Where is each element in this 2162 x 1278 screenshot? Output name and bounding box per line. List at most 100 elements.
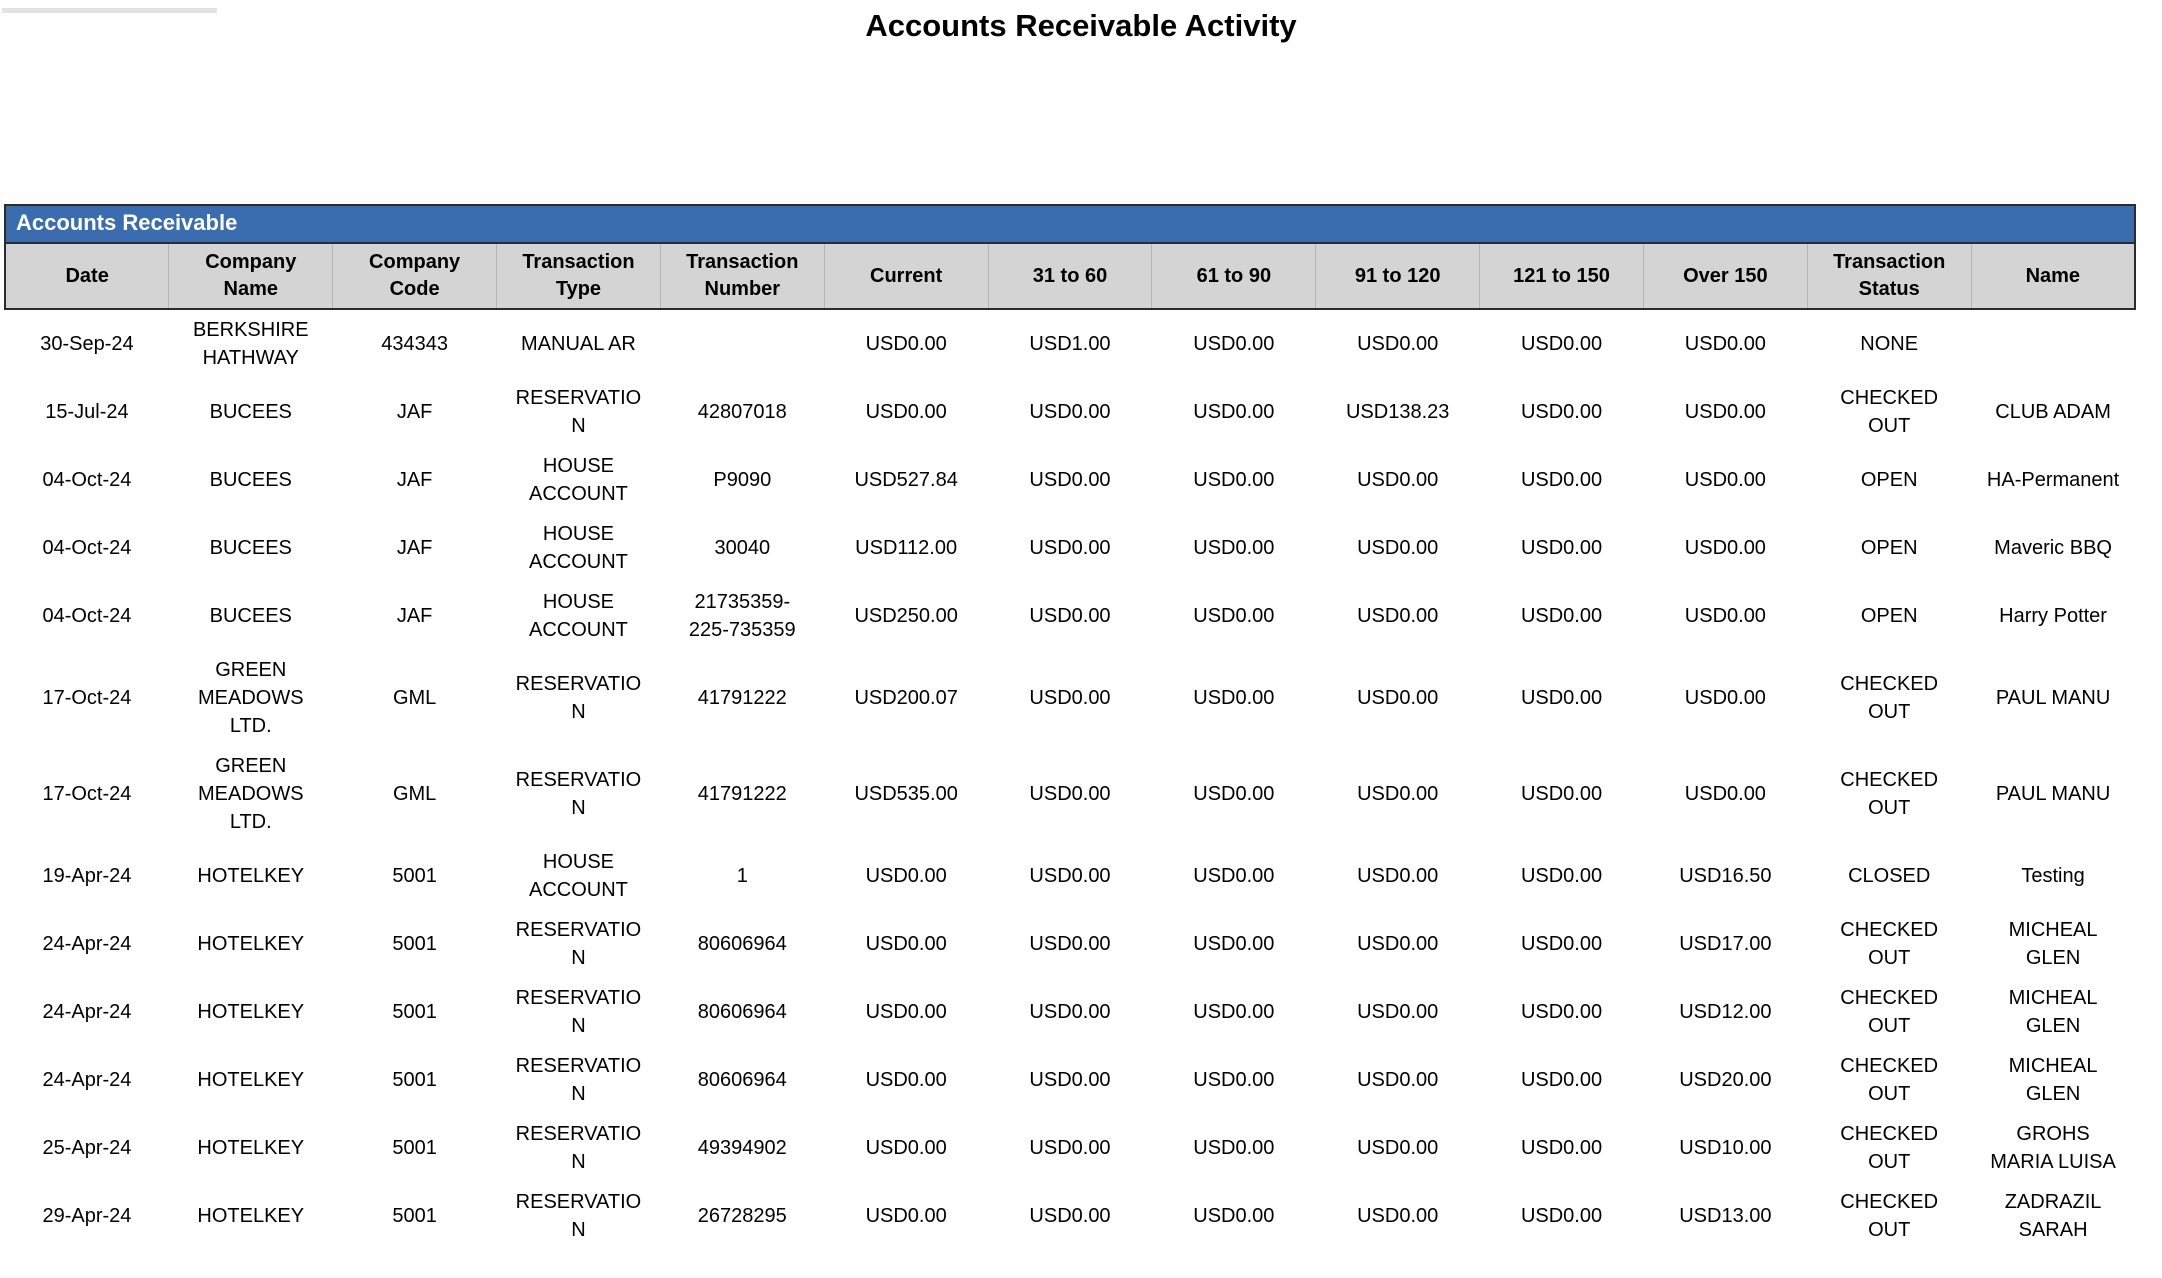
cell-over-150: USD0.00 <box>1684 469 1766 491</box>
cell-transaction-type: RESERVATIO N <box>515 1191 642 1241</box>
cell-91-to-120: USD0.00 <box>1357 469 1439 491</box>
cell-over-150: USD13.00 <box>1679 1205 1772 1227</box>
cell-name: HA-Permanent <box>1986 469 2120 491</box>
cell-date: 19-Apr-24 <box>42 865 132 887</box>
column-header-31-to-60: 31 to 60 <box>987 243 1152 310</box>
cell-transaction-number: 49394902 <box>697 1137 787 1159</box>
cell-transaction-type: HOUSE ACCOUNT <box>529 851 628 901</box>
table-row: 30-Sep-24 BERKSHIRE HATHWAY 434343 MANUAL A… <box>5 309 2135 378</box>
cell-company-code: 5001 <box>392 933 437 955</box>
cell-121-to-150: USD0.00 <box>1520 1001 1603 1023</box>
cell-company-name: HOTELKEY <box>197 933 305 955</box>
cell-transaction-type: HOUSE ACCOUNT <box>529 523 628 573</box>
cell-company-name: HOTELKEY <box>197 1137 305 1159</box>
cell-transaction-number: 21735359- 225-735359 <box>688 591 796 641</box>
cell-current: USD0.00 <box>865 1069 947 1091</box>
cell-91-to-120: USD0.00 <box>1357 933 1439 955</box>
cell-company-code: 5001 <box>392 865 437 887</box>
cell-over-150: USD0.00 <box>1684 401 1766 423</box>
table-row: 29-Apr-24 HOTELKEY 5001 RESERVATIO N 2672829… <box>5 1182 2135 1250</box>
cell-company-name: GREEN MEADOWS LTD. <box>197 755 304 833</box>
cell-over-150: USD0.00 <box>1684 783 1766 805</box>
cell-31-to-60: USD0.00 <box>1029 865 1111 887</box>
cell-over-150: USD0.00 <box>1684 687 1766 709</box>
cell-name: ZADRAZIL SARAH <box>2004 1191 2102 1241</box>
cell-transaction-type: MANUAL AR <box>521 333 636 355</box>
cell-transaction-number: P9090 <box>713 469 772 491</box>
cell-31-to-60: USD1.00 <box>1029 333 1111 355</box>
column-header-row: Date Company Name Company Code Transaction … <box>4 243 2136 310</box>
cell-91-to-120: USD0.00 <box>1357 333 1439 355</box>
cell-current: USD200.07 <box>854 687 958 709</box>
cell-company-name: BUCEES <box>209 469 292 491</box>
cell-over-150: USD17.00 <box>1679 933 1772 955</box>
cell-date: 29-Apr-24 <box>42 1205 132 1227</box>
cell-company-code: JAF <box>396 401 433 423</box>
cell-date: 25-Apr-24 <box>42 1137 132 1159</box>
cell-company-code: 434343 <box>381 333 448 355</box>
cell-61-to-90: USD0.00 <box>1193 783 1275 805</box>
cell-121-to-150: USD0.00 <box>1520 783 1603 805</box>
cell-transaction-type: RESERVATIO N <box>515 673 642 723</box>
column-header-61-to-90: 61 to 90 <box>1151 243 1316 310</box>
cell-91-to-120: USD0.00 <box>1357 865 1439 887</box>
cell-31-to-60: USD0.00 <box>1029 469 1111 491</box>
cell-company-name: HOTELKEY <box>197 1205 305 1227</box>
cell-61-to-90: USD0.00 <box>1193 1069 1275 1091</box>
section-title: Accounts Receivable <box>4 204 2136 244</box>
table-row: 04-Oct-24 BUCEES JAF HOUSE ACCOUNT 30040 USD1… <box>5 514 2135 582</box>
cell-transaction-status: CHECKED OUT <box>1840 1055 1939 1105</box>
cell-61-to-90: USD0.00 <box>1193 605 1275 627</box>
table-body: 30-Sep-24 BERKSHIRE HATHWAY 434343 MANUAL A… <box>5 309 2135 1250</box>
cell-name: PAUL MANU <box>1995 687 2111 709</box>
page-title: Accounts Receivable Activity <box>865 8 1297 43</box>
cell-61-to-90: USD0.00 <box>1193 401 1275 423</box>
cell-transaction-status: CHECKED OUT <box>1840 387 1939 437</box>
section-header-row: Accounts Receivable <box>4 204 2136 244</box>
cell-transaction-status: CHECKED OUT <box>1840 1123 1939 1173</box>
table-row: 04-Oct-24 BUCEES JAF HOUSE ACCOUNT P9090 USD5… <box>5 446 2135 514</box>
cell-company-code: 5001 <box>392 1137 437 1159</box>
cell-31-to-60: USD0.00 <box>1029 783 1111 805</box>
cell-121-to-150: USD0.00 <box>1520 687 1603 709</box>
cell-91-to-120: USD138.23 <box>1345 401 1450 423</box>
cell-31-to-60: USD0.00 <box>1029 537 1111 559</box>
cell-date: 17-Oct-24 <box>42 687 132 709</box>
cell-transaction-type: RESERVATIO N <box>515 1055 642 1105</box>
top-left-gray-bar <box>2 8 217 13</box>
table-row: 17-Oct-24 GREEN MEADOWS LTD. GML RESERVATIO… <box>5 650 2135 746</box>
column-header-name: Name <box>1970 243 2136 310</box>
cell-company-name: BUCEES <box>209 537 292 559</box>
cell-121-to-150: USD0.00 <box>1520 1069 1603 1091</box>
cell-current: USD0.00 <box>865 401 947 423</box>
cell-date: 30-Sep-24 <box>40 333 134 355</box>
column-header-transaction-status: Transaction Status <box>1806 243 1972 310</box>
column-header-company-code: Company Code <box>332 243 497 310</box>
cell-current: USD0.00 <box>865 865 947 887</box>
cell-company-code: 5001 <box>392 1001 437 1023</box>
cell-transaction-type: RESERVATIO N <box>515 387 642 437</box>
cell-name: Harry Potter <box>1999 605 2107 627</box>
cell-91-to-120: USD0.00 <box>1357 783 1439 805</box>
cell-transaction-number: 80606964 <box>697 1069 787 1091</box>
cell-31-to-60: USD0.00 <box>1029 933 1111 955</box>
cell-date: 17-Oct-24 <box>42 783 132 805</box>
cell-121-to-150: USD0.00 <box>1520 1205 1603 1227</box>
cell-121-to-150: USD0.00 <box>1520 1137 1603 1159</box>
cell-company-name: BUCEES <box>209 605 292 627</box>
cell-121-to-150: USD0.00 <box>1520 469 1603 491</box>
cell-name: Maveric BBQ <box>1994 537 2112 559</box>
cell-transaction-status: NONE <box>1860 333 1919 355</box>
cell-name: PAUL MANU <box>1995 783 2111 805</box>
cell-91-to-120: USD0.00 <box>1357 1001 1439 1023</box>
table-row: 19-Apr-24 HOTELKEY 5001 HOUSE ACCOUNT 1 USD0.… <box>5 842 2135 910</box>
table-row: 24-Apr-24 HOTELKEY 5001 RESERVATIO N 8060696… <box>5 1046 2135 1114</box>
cell-91-to-120: USD0.00 <box>1357 1137 1439 1159</box>
cell-91-to-120: USD0.00 <box>1357 687 1439 709</box>
cell-company-name: HOTELKEY <box>197 1001 305 1023</box>
cell-name <box>1971 309 2135 378</box>
cell-transaction-number: 26728295 <box>697 1205 787 1227</box>
column-header-company-name: Company Name <box>168 243 333 310</box>
cell-company-code: JAF <box>396 469 433 491</box>
cell-company-code: GML <box>392 783 437 805</box>
